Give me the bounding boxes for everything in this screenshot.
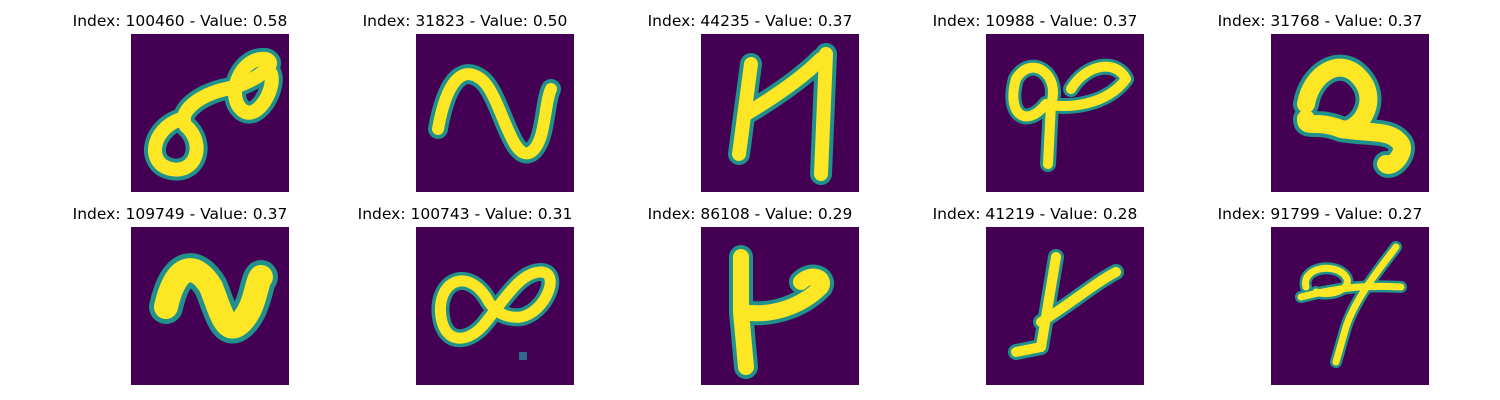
panel-title: Index: 31823 - Value: 0.50 (362, 12, 568, 30)
panel-title: Index: 91799 - Value: 0.27 (1217, 205, 1423, 223)
glyph-y-shape (1008, 249, 1124, 360)
glyph-image (1271, 34, 1429, 192)
glyph-double-loop (144, 47, 283, 181)
glyph-image (1271, 227, 1429, 385)
panel-title: Index: 31768 - Value: 0.37 (1217, 12, 1423, 30)
panel-title: Index: 44235 - Value: 0.37 (647, 12, 853, 30)
glyph-image (986, 227, 1144, 385)
glyph-image (986, 34, 1144, 192)
panel-title: Index: 100460 - Value: 0.58 (72, 12, 288, 30)
panel: Index: 109749 - Value: 0.37 (30, 193, 330, 385)
glyph-y-shape (729, 245, 834, 379)
panel: Index: 91799 - Value: 0.27 (1170, 193, 1470, 385)
glyph-n-shape (428, 64, 561, 164)
panel: Index: 10988 - Value: 0.37 (885, 0, 1185, 192)
glyph-h-shape (728, 43, 837, 185)
glyph-scribble (1295, 241, 1407, 368)
glyph-image (416, 227, 574, 385)
panel: Index: 31823 - Value: 0.50 (315, 0, 615, 192)
glyph-image (701, 34, 859, 192)
glyph-blob-loop (1293, 54, 1415, 178)
panel-title: Index: 10988 - Value: 0.37 (932, 12, 1138, 30)
glyph-image (701, 227, 859, 385)
panel: Index: 41219 - Value: 0.28 (885, 193, 1185, 385)
panel: Index: 31768 - Value: 0.37 (1170, 0, 1470, 192)
panel-title: Index: 86108 - Value: 0.29 (647, 205, 853, 223)
panel: Index: 44235 - Value: 0.37 (600, 0, 900, 192)
panel-title: Index: 109749 - Value: 0.37 (72, 205, 288, 223)
panel-title: Index: 41219 - Value: 0.28 (932, 205, 1138, 223)
panel: Index: 86108 - Value: 0.29 (600, 193, 900, 385)
glyph-loop-pair (1005, 58, 1134, 172)
glyph-image (131, 227, 289, 385)
panel: Index: 100460 - Value: 0.58 (30, 0, 330, 192)
panel-title: Index: 100743 - Value: 0.31 (357, 205, 573, 223)
panel: Index: 100743 - Value: 0.31 (315, 193, 615, 385)
glyph-infinity (431, 263, 560, 360)
glyph-image (416, 34, 574, 192)
glyph-thick-n-shape (149, 253, 278, 344)
glyph-image (131, 34, 289, 192)
